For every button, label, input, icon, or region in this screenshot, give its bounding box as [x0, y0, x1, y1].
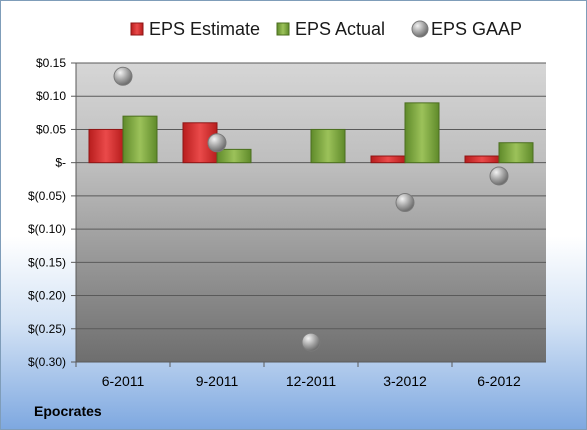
x-tick-label: 6-2012	[477, 373, 521, 389]
legend-label-eps-gaap: EPS GAAP	[431, 19, 522, 39]
bar-eps-estimate	[464, 155, 500, 164]
marker-eps-gaap	[207, 133, 227, 153]
y-tick-label: $0.10	[36, 89, 66, 103]
x-tick-label: 6-2011	[102, 373, 145, 389]
y-tick-label: $-	[55, 156, 66, 170]
company-label: Epocrates	[34, 403, 102, 419]
legend-swatch-eps-gaap	[411, 20, 429, 38]
bar-eps-actual	[404, 102, 440, 164]
legend-label-eps-estimate: EPS Estimate	[149, 19, 260, 39]
y-tick-label: $(0.20)	[28, 289, 66, 303]
plot-area	[76, 63, 546, 362]
legend-swatch-eps-estimate	[130, 22, 144, 36]
x-tick-label: 3-2012	[383, 373, 427, 389]
y-tick-label: $0.05	[36, 122, 66, 136]
y-tick-label: $0.15	[36, 56, 66, 70]
bar-eps-estimate	[88, 128, 124, 164]
legend-label-eps-actual: EPS Actual	[295, 19, 385, 39]
y-tick-label: $(0.25)	[28, 322, 66, 336]
bar-eps-actual	[122, 115, 158, 164]
x-tick-label: 12-2011	[286, 373, 337, 389]
marker-eps-gaap	[489, 166, 509, 186]
y-tick-label: $(0.05)	[28, 189, 66, 203]
y-tick-label: $(0.30)	[28, 355, 66, 369]
y-tick-label: $(0.15)	[28, 255, 66, 269]
marker-eps-gaap	[395, 193, 415, 213]
bar-eps-actual	[310, 128, 346, 164]
y-tick-label: $(0.10)	[28, 222, 66, 236]
bar-eps-estimate	[370, 155, 406, 164]
marker-eps-gaap	[113, 66, 133, 86]
bar-eps-actual	[216, 148, 252, 164]
bar-eps-actual	[498, 142, 534, 164]
x-tick-label: 9-2011	[196, 373, 239, 389]
legend-swatch-eps-actual	[276, 22, 290, 36]
marker-eps-gaap	[301, 332, 321, 352]
